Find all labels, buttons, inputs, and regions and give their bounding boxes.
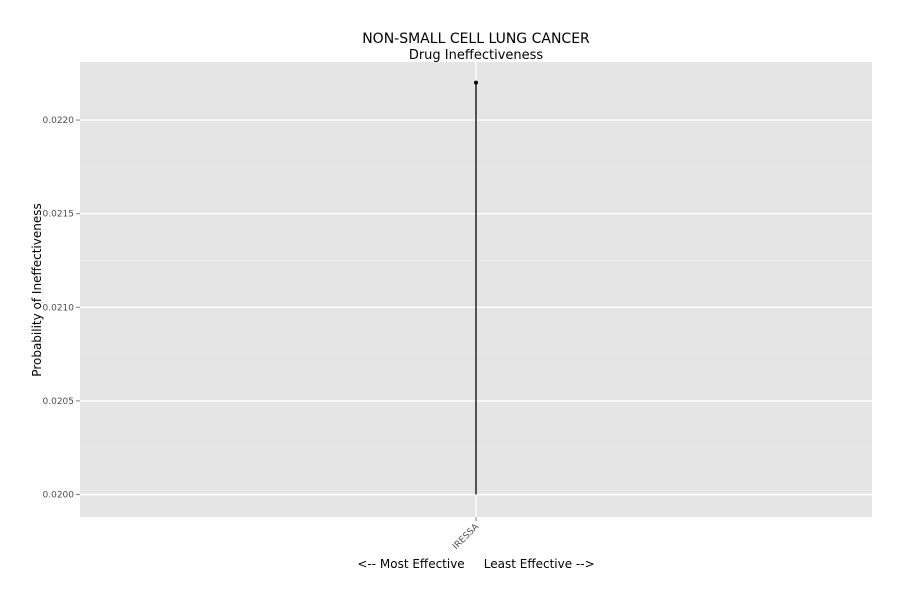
data-point bbox=[474, 80, 478, 85]
y-tick-label: 0.0205 bbox=[43, 397, 75, 407]
y-tick-label: 0.0215 bbox=[43, 210, 75, 220]
x-axis-title: <-- Most Effective Least Effective --> bbox=[357, 557, 594, 571]
y-axis-ticks: 0.0200 0.0205 0.0210 0.0215 0.0220 bbox=[43, 116, 80, 501]
chart-title: NON-SMALL CELL LUNG CANCER bbox=[362, 31, 590, 47]
y-tick-label: 0.0200 bbox=[43, 491, 75, 501]
chart-subtitle: Drug Ineffectiveness bbox=[409, 48, 544, 63]
x-tick-label: IRESSA bbox=[451, 521, 482, 552]
y-tick-label: 0.0210 bbox=[43, 303, 75, 313]
data-marks bbox=[474, 80, 478, 495]
y-axis-title: Probability of Ineffectiveness bbox=[30, 203, 44, 376]
x-axis-ticks: IRESSA bbox=[451, 517, 482, 552]
y-tick-label: 0.0220 bbox=[43, 116, 75, 126]
